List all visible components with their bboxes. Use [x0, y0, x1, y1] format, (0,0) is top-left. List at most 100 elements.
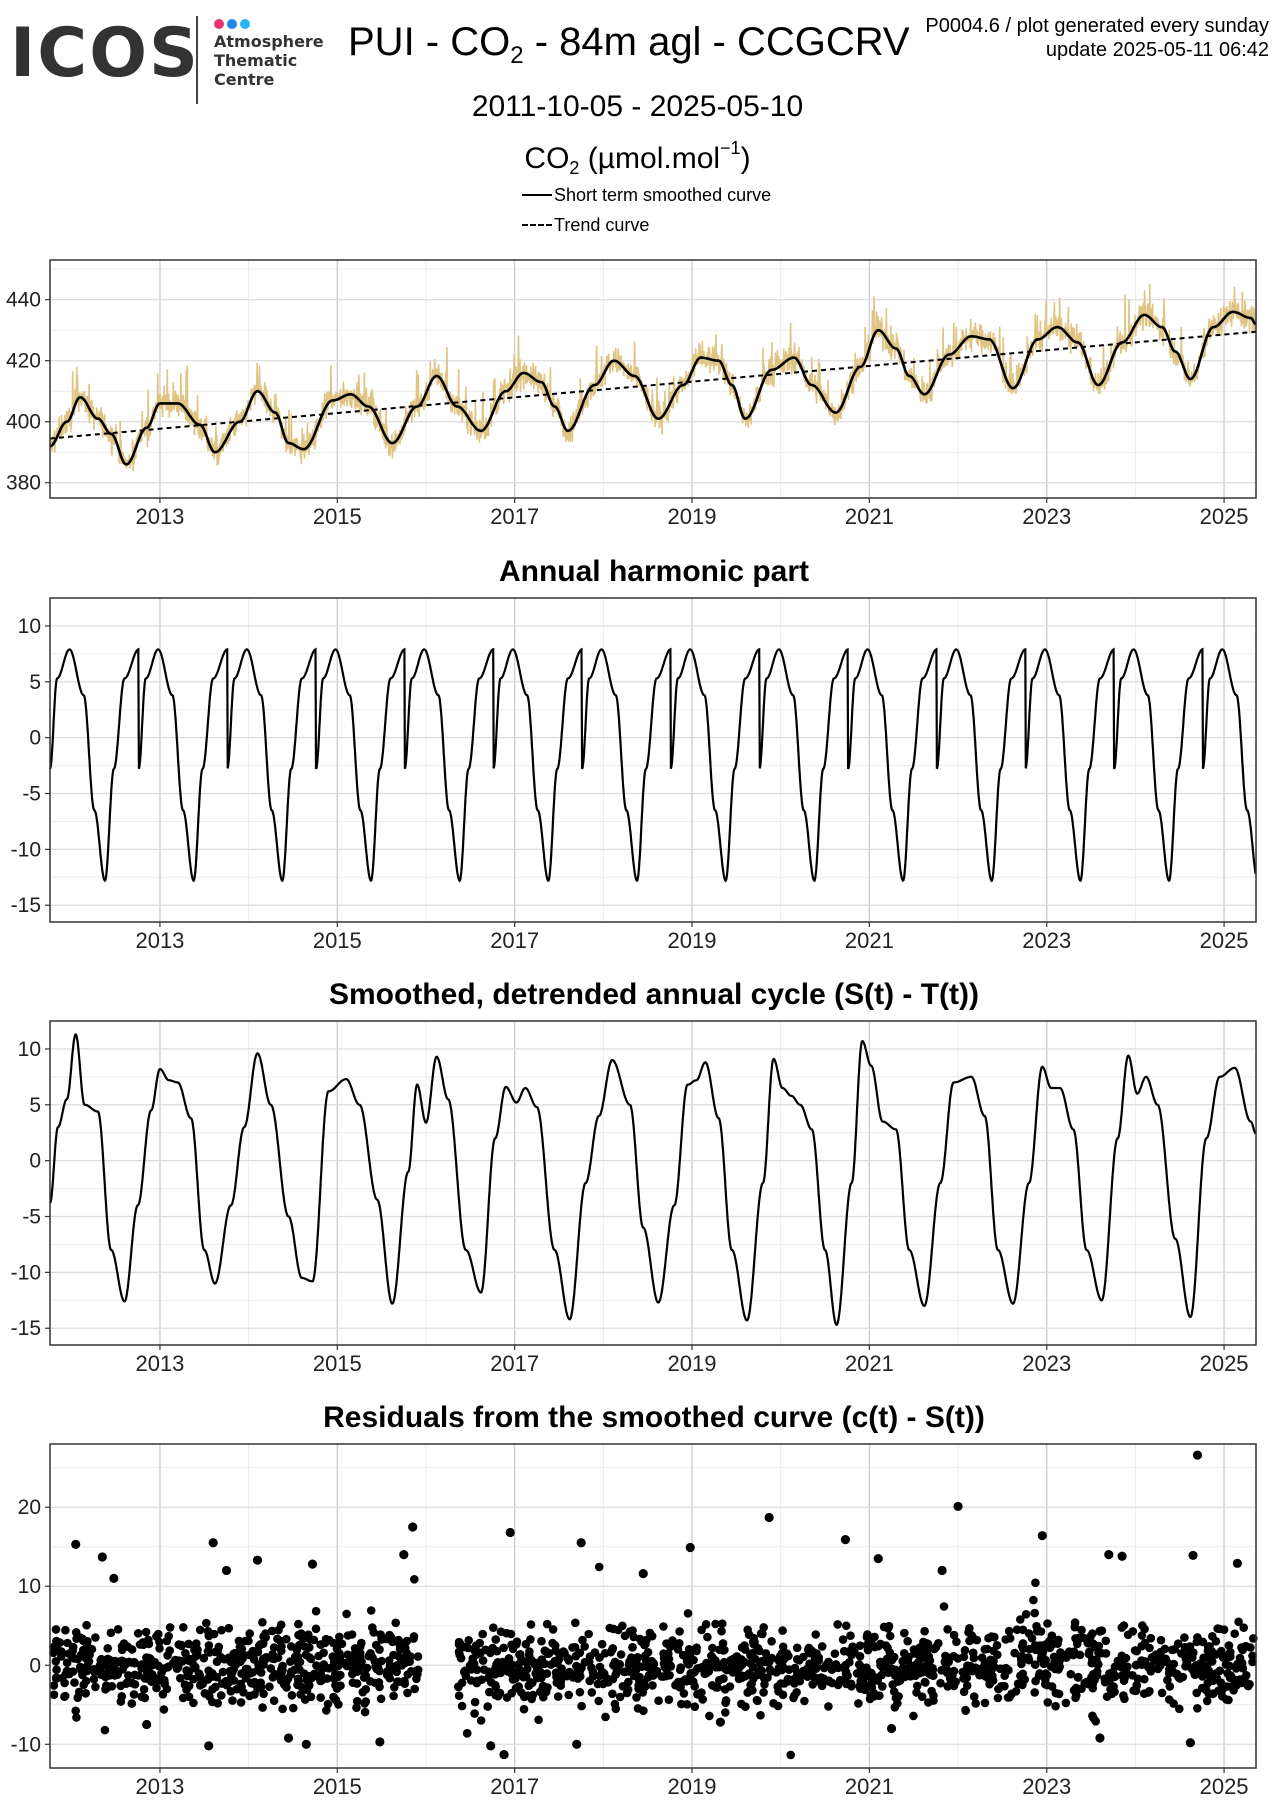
residual-point [1193, 1704, 1202, 1713]
residual-point [184, 1668, 194, 1677]
residual-point [65, 1669, 74, 1679]
residual-point [643, 1648, 653, 1657]
residual-point [811, 1664, 821, 1673]
residual-point [483, 1702, 493, 1711]
residual-outlier-point [208, 1538, 218, 1548]
residual-point [1230, 1629, 1239, 1638]
residual-point [160, 1664, 169, 1673]
residual-point [1248, 1657, 1257, 1667]
y-tick-label: 440 [6, 289, 41, 312]
residual-point [894, 1692, 903, 1701]
residual-point [633, 1653, 643, 1662]
x-tick-label: 2015 [313, 928, 362, 953]
residual-point [177, 1640, 186, 1650]
residual-point [117, 1656, 127, 1666]
residual-point [915, 1643, 925, 1652]
residual-point [1075, 1633, 1085, 1643]
residual-point [1043, 1619, 1052, 1628]
residual-point [1203, 1642, 1213, 1651]
residual-point [929, 1691, 938, 1700]
residual-point [1137, 1641, 1146, 1651]
residual-point [830, 1649, 840, 1658]
residual-point [526, 1635, 535, 1644]
residual-point [360, 1707, 370, 1717]
y-tick-label: 0 [29, 1150, 41, 1173]
residual-point [1095, 1626, 1105, 1636]
residual-point [117, 1692, 127, 1701]
residual-point [305, 1681, 314, 1690]
residual-point [659, 1659, 669, 1668]
residual-point [692, 1643, 701, 1652]
residual-point [75, 1633, 85, 1642]
y-tick-label: 0 [29, 727, 41, 750]
residual-point [1000, 1671, 1009, 1680]
residual-point [536, 1668, 545, 1677]
residual-point [217, 1679, 227, 1688]
residual-point [163, 1651, 172, 1660]
residual-point [654, 1696, 663, 1705]
residual-point [1029, 1595, 1038, 1605]
residual-point [189, 1698, 198, 1708]
residual-point [103, 1644, 112, 1653]
residual-point [959, 1652, 969, 1662]
residual-point [79, 1680, 88, 1690]
logo-sub-line: Thematic [214, 51, 298, 70]
residual-outlier-point [953, 1501, 963, 1512]
residual-point [846, 1631, 855, 1640]
residual-point [873, 1676, 882, 1685]
residual-point [789, 1693, 798, 1703]
residual-point [1101, 1636, 1111, 1646]
residual-point [980, 1698, 990, 1708]
residual-point [546, 1660, 556, 1669]
residual-point [410, 1684, 420, 1694]
residual-point [277, 1646, 286, 1656]
x-tick-label: 2013 [135, 1774, 184, 1799]
residual-point [718, 1639, 728, 1648]
residual-point [1105, 1669, 1114, 1678]
residual-outlier-point [764, 1512, 774, 1523]
residual-point [1192, 1688, 1201, 1698]
residual-point [486, 1678, 496, 1687]
residual-point [898, 1656, 907, 1666]
residual-point [898, 1664, 907, 1674]
residual-point [82, 1620, 91, 1630]
residual-point [1094, 1641, 1104, 1651]
residual-point [286, 1657, 295, 1666]
residual-point [491, 1690, 500, 1700]
x-tick-label: 2021 [845, 1351, 894, 1376]
title-suffix: - 84m agl - CCGCRV [523, 20, 910, 64]
residual-point [1084, 1649, 1094, 1659]
residual-point [790, 1663, 800, 1673]
residual-point [1203, 1678, 1212, 1688]
residual-point [753, 1696, 762, 1706]
x-tick-label: 2023 [1022, 1351, 1071, 1376]
residual-point [863, 1645, 873, 1655]
residual-point [228, 1696, 237, 1705]
residual-point [594, 1696, 603, 1706]
residual-point [267, 1654, 277, 1663]
residual-point [1105, 1676, 1114, 1686]
logo-sub-line: Atmosphere [214, 32, 324, 51]
residual-point [573, 1674, 583, 1683]
residual-point [519, 1704, 529, 1714]
residual-point [213, 1646, 222, 1656]
residual-point [993, 1693, 1003, 1703]
residual-point [960, 1646, 970, 1655]
residual-point [1005, 1693, 1014, 1702]
residual-point [507, 1688, 516, 1698]
residual-outlier-point [499, 1749, 509, 1760]
residual-point [525, 1647, 534, 1656]
residual-point [1090, 1675, 1099, 1685]
residual-point [456, 1653, 466, 1663]
residual-point [1169, 1659, 1179, 1669]
residual-point [1001, 1663, 1011, 1673]
residual-point [1117, 1671, 1127, 1680]
residual-point [106, 1628, 116, 1638]
residual-point [1164, 1668, 1174, 1678]
residuals-panel-border [49, 1443, 1257, 1769]
residual-point [888, 1668, 898, 1677]
residual-point [496, 1627, 506, 1636]
residual-point [304, 1671, 314, 1681]
residual-point [563, 1653, 572, 1663]
residual-point [705, 1711, 714, 1721]
